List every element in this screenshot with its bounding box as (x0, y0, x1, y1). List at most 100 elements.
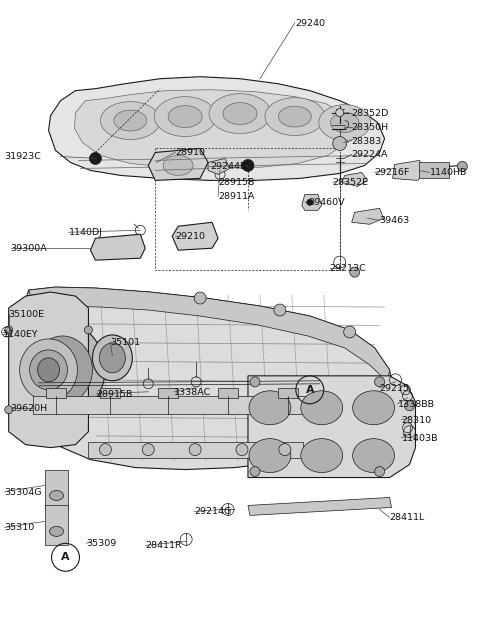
Polygon shape (208, 158, 230, 174)
Circle shape (307, 199, 313, 205)
Ellipse shape (20, 339, 77, 401)
Text: 35100E: 35100E (9, 310, 45, 319)
Text: 35101: 35101 (110, 338, 141, 347)
Ellipse shape (223, 102, 257, 125)
Ellipse shape (353, 439, 395, 473)
Ellipse shape (301, 391, 343, 425)
Bar (45, 506, 69, 545)
Ellipse shape (301, 439, 343, 473)
Text: A: A (305, 385, 314, 395)
Text: A: A (61, 552, 70, 562)
Circle shape (99, 444, 111, 455)
Text: 28350H: 28350H (352, 123, 389, 132)
Text: 28915B: 28915B (218, 179, 254, 188)
Ellipse shape (168, 106, 202, 128)
Circle shape (374, 467, 384, 476)
Bar (33, 396, 322, 414)
Text: 28911A: 28911A (218, 192, 254, 202)
Circle shape (189, 444, 201, 455)
Circle shape (236, 444, 248, 455)
Bar (88, 441, 303, 457)
Text: 29240: 29240 (295, 19, 325, 28)
Text: 35310: 35310 (5, 523, 35, 532)
Circle shape (250, 377, 260, 387)
Text: 28383: 28383 (352, 137, 382, 146)
Circle shape (5, 406, 12, 414)
Bar (278, 388, 298, 398)
Circle shape (279, 444, 291, 455)
Polygon shape (9, 292, 88, 448)
Circle shape (374, 377, 384, 387)
Text: 39620H: 39620H (11, 404, 48, 413)
Ellipse shape (265, 98, 325, 135)
Text: 39460V: 39460V (308, 198, 345, 207)
Text: 11403B: 11403B (402, 434, 438, 443)
Ellipse shape (154, 97, 216, 137)
Polygon shape (352, 209, 384, 225)
Ellipse shape (37, 358, 60, 382)
Text: 35304G: 35304G (5, 488, 42, 497)
Text: 31923C: 31923C (5, 153, 42, 162)
Ellipse shape (100, 102, 160, 139)
Circle shape (274, 304, 286, 316)
Bar (158, 388, 178, 398)
Polygon shape (21, 287, 395, 469)
Text: 1140EY: 1140EY (3, 330, 38, 339)
Circle shape (333, 137, 347, 151)
Text: 29216F: 29216F (374, 169, 410, 177)
Ellipse shape (249, 439, 291, 473)
Text: 28352E: 28352E (333, 179, 369, 188)
Text: 28915B: 28915B (96, 390, 133, 399)
Polygon shape (248, 497, 392, 515)
Circle shape (350, 267, 360, 277)
Polygon shape (90, 234, 145, 260)
Polygon shape (342, 172, 368, 186)
Text: 28910: 28910 (175, 148, 205, 158)
Text: 35309: 35309 (86, 539, 117, 548)
Ellipse shape (49, 490, 63, 501)
Text: 29214G: 29214G (194, 508, 231, 516)
Bar (420, 162, 449, 179)
Text: 29215: 29215 (380, 384, 409, 393)
Text: 28411L: 28411L (390, 513, 425, 522)
Ellipse shape (20, 322, 105, 417)
Bar (100, 388, 120, 398)
Circle shape (194, 292, 206, 304)
Polygon shape (393, 160, 425, 181)
Ellipse shape (163, 155, 193, 176)
Ellipse shape (93, 335, 132, 381)
Circle shape (84, 406, 93, 414)
Text: 1338AC: 1338AC (174, 388, 212, 397)
Circle shape (250, 467, 260, 476)
Text: 1140DJ: 1140DJ (69, 228, 103, 237)
Bar (218, 388, 238, 398)
Ellipse shape (278, 106, 312, 127)
Text: 28352D: 28352D (352, 109, 389, 118)
Ellipse shape (33, 336, 93, 404)
Ellipse shape (353, 391, 395, 425)
Polygon shape (48, 77, 384, 181)
Polygon shape (172, 222, 218, 250)
Polygon shape (74, 90, 350, 169)
Polygon shape (148, 148, 208, 181)
Ellipse shape (209, 93, 271, 134)
Text: 29210: 29210 (175, 232, 205, 241)
Ellipse shape (99, 343, 125, 373)
Circle shape (336, 109, 344, 116)
Text: 29213C: 29213C (330, 264, 367, 273)
Text: 28310: 28310 (402, 416, 432, 425)
Ellipse shape (249, 391, 291, 425)
Polygon shape (248, 376, 416, 478)
Text: 39300A: 39300A (11, 244, 48, 253)
Ellipse shape (114, 110, 147, 131)
Text: 1338BB: 1338BB (397, 400, 434, 409)
Polygon shape (29, 287, 390, 382)
Text: 1140HB: 1140HB (430, 169, 467, 177)
Ellipse shape (30, 350, 68, 390)
Text: 29224A: 29224A (352, 151, 388, 160)
Bar (45, 469, 69, 509)
Circle shape (242, 160, 254, 172)
Polygon shape (302, 195, 322, 211)
Circle shape (5, 326, 12, 334)
Circle shape (457, 162, 468, 172)
